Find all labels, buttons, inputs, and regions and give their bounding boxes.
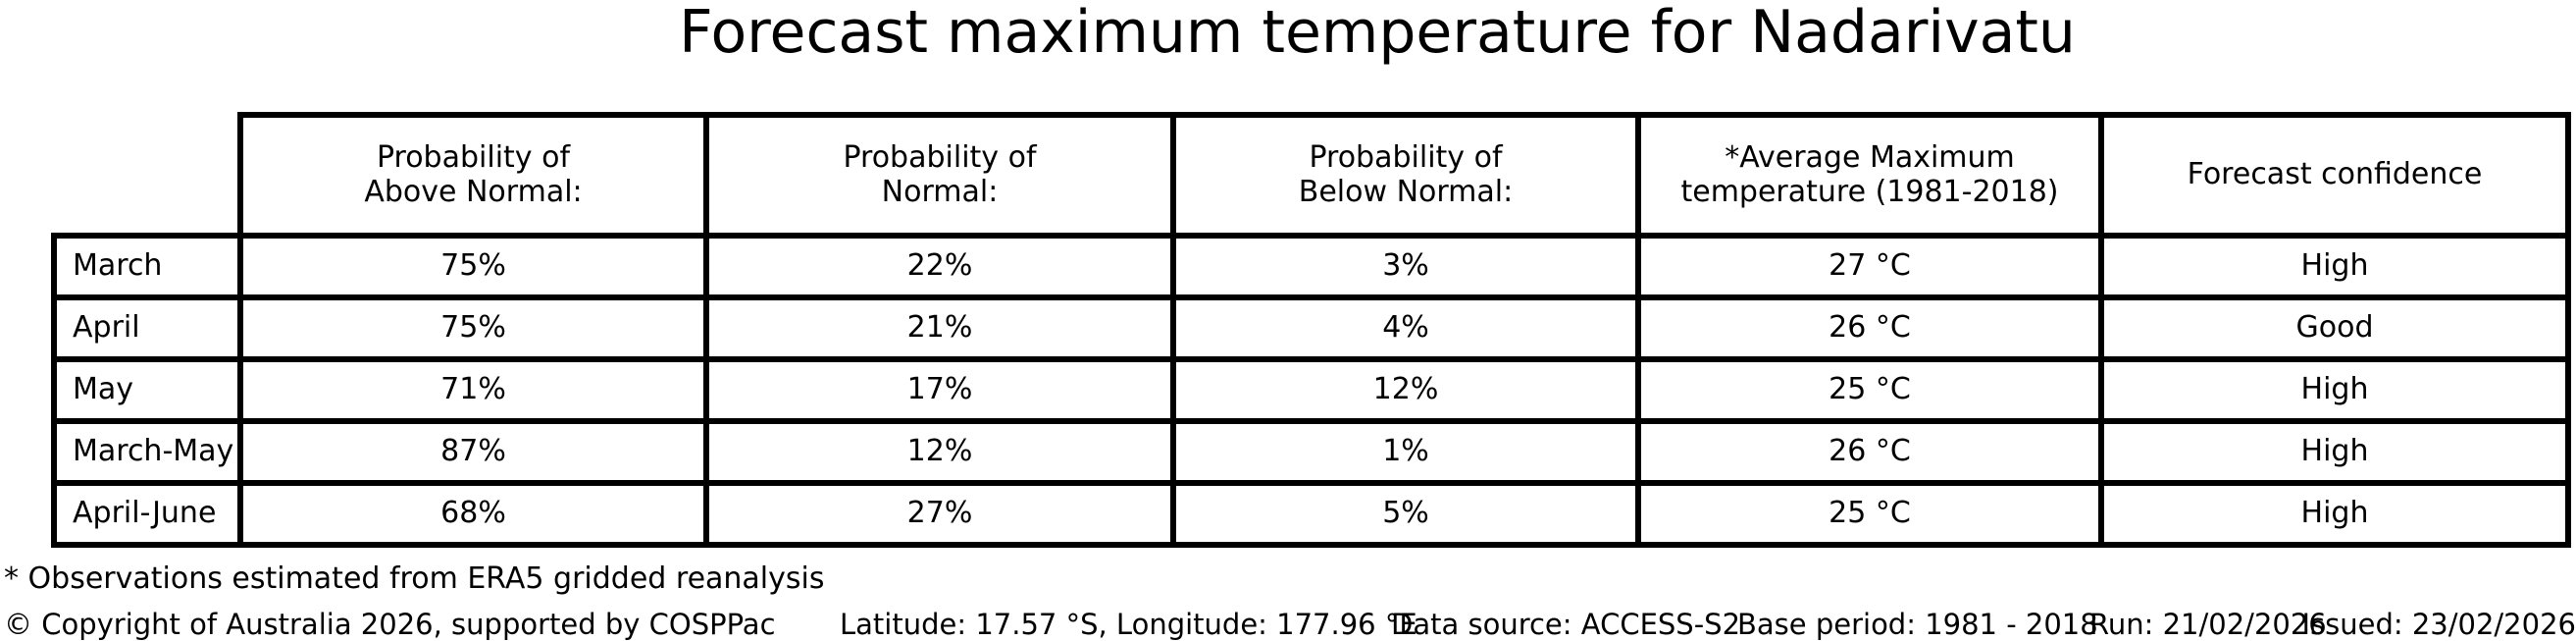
copyright-text: © Copyright of Australia 2026, supported… — [4, 608, 776, 641]
cell-avg-max-temp: 26 °C — [1635, 294, 2104, 362]
row-label: March-May — [51, 418, 243, 486]
data-source-text: Data source: ACCESS-S2 — [1391, 608, 1741, 641]
table-row-march-may: March-May 87% 12% 1% 26 °C High — [51, 418, 2571, 486]
table-row-april: April 75% 21% 4% 26 °C Good — [51, 294, 2571, 362]
cell-confidence: High — [2098, 356, 2571, 424]
cell-below-normal: 5% — [1170, 480, 1641, 548]
col-header-below-normal: Probability of Below Normal: — [1170, 112, 1641, 239]
cell-confidence: High — [2098, 233, 2571, 300]
location-coordinates: Latitude: 17.57 °S, Longitude: 177.96 °E — [840, 608, 1417, 641]
cell-normal: 27% — [703, 480, 1176, 548]
cell-above-normal: 75% — [237, 233, 709, 300]
col-header-average-max-temp: *Average Maximum temperature (1981-2018) — [1635, 112, 2104, 239]
cell-below-normal: 4% — [1170, 294, 1641, 362]
forecast-table: Probability of Above Normal: Probability… — [51, 112, 2571, 548]
cell-avg-max-temp: 25 °C — [1635, 480, 2104, 548]
page-title: Forecast maximum temperature for Nadariv… — [679, 0, 2076, 67]
cell-confidence: High — [2098, 480, 2571, 548]
row-label: April — [51, 294, 243, 362]
cell-confidence: Good — [2098, 294, 2571, 362]
row-label: May — [51, 356, 243, 424]
cell-above-normal: 87% — [237, 418, 709, 486]
table-row-april-june: April-June 68% 27% 5% 25 °C High — [51, 480, 2571, 548]
row-label: March — [51, 233, 243, 300]
cell-normal: 12% — [703, 418, 1176, 486]
cell-avg-max-temp: 26 °C — [1635, 418, 2104, 486]
table-header-row: Probability of Above Normal: Probability… — [54, 112, 2571, 239]
cell-confidence: High — [2098, 418, 2571, 486]
cell-above-normal: 68% — [237, 480, 709, 548]
col-header-normal: Probability of Normal: — [703, 112, 1176, 239]
cell-normal: 22% — [703, 233, 1176, 300]
cell-avg-max-temp: 27 °C — [1635, 233, 2104, 300]
table-row-march: March 75% 22% 3% 27 °C High — [51, 233, 2571, 300]
cell-avg-max-temp: 25 °C — [1635, 356, 2104, 424]
cell-normal: 21% — [703, 294, 1176, 362]
base-period-text: Base period: 1981 - 2018 — [1737, 608, 2098, 641]
col-header-forecast-confidence: Forecast confidence — [2098, 112, 2571, 239]
cell-below-normal: 1% — [1170, 418, 1641, 486]
observations-footnote: * Observations estimated from ERA5 gridd… — [4, 561, 825, 596]
cell-above-normal: 75% — [237, 294, 709, 362]
cell-below-normal: 3% — [1170, 233, 1641, 300]
cell-below-normal: 12% — [1170, 356, 1641, 424]
run-date-text: Run: 21/02/2026 — [2089, 608, 2327, 641]
cell-above-normal: 71% — [237, 356, 709, 424]
row-label: April-June — [51, 480, 243, 548]
col-header-above-normal: Probability of Above Normal: — [237, 112, 709, 239]
cell-normal: 17% — [703, 356, 1176, 424]
table-row-may: May 71% 17% 12% 25 °C High — [51, 356, 2571, 424]
corner-blank-cell — [54, 115, 240, 236]
issued-date-text: Issued: 23/02/2026 — [2301, 608, 2576, 641]
